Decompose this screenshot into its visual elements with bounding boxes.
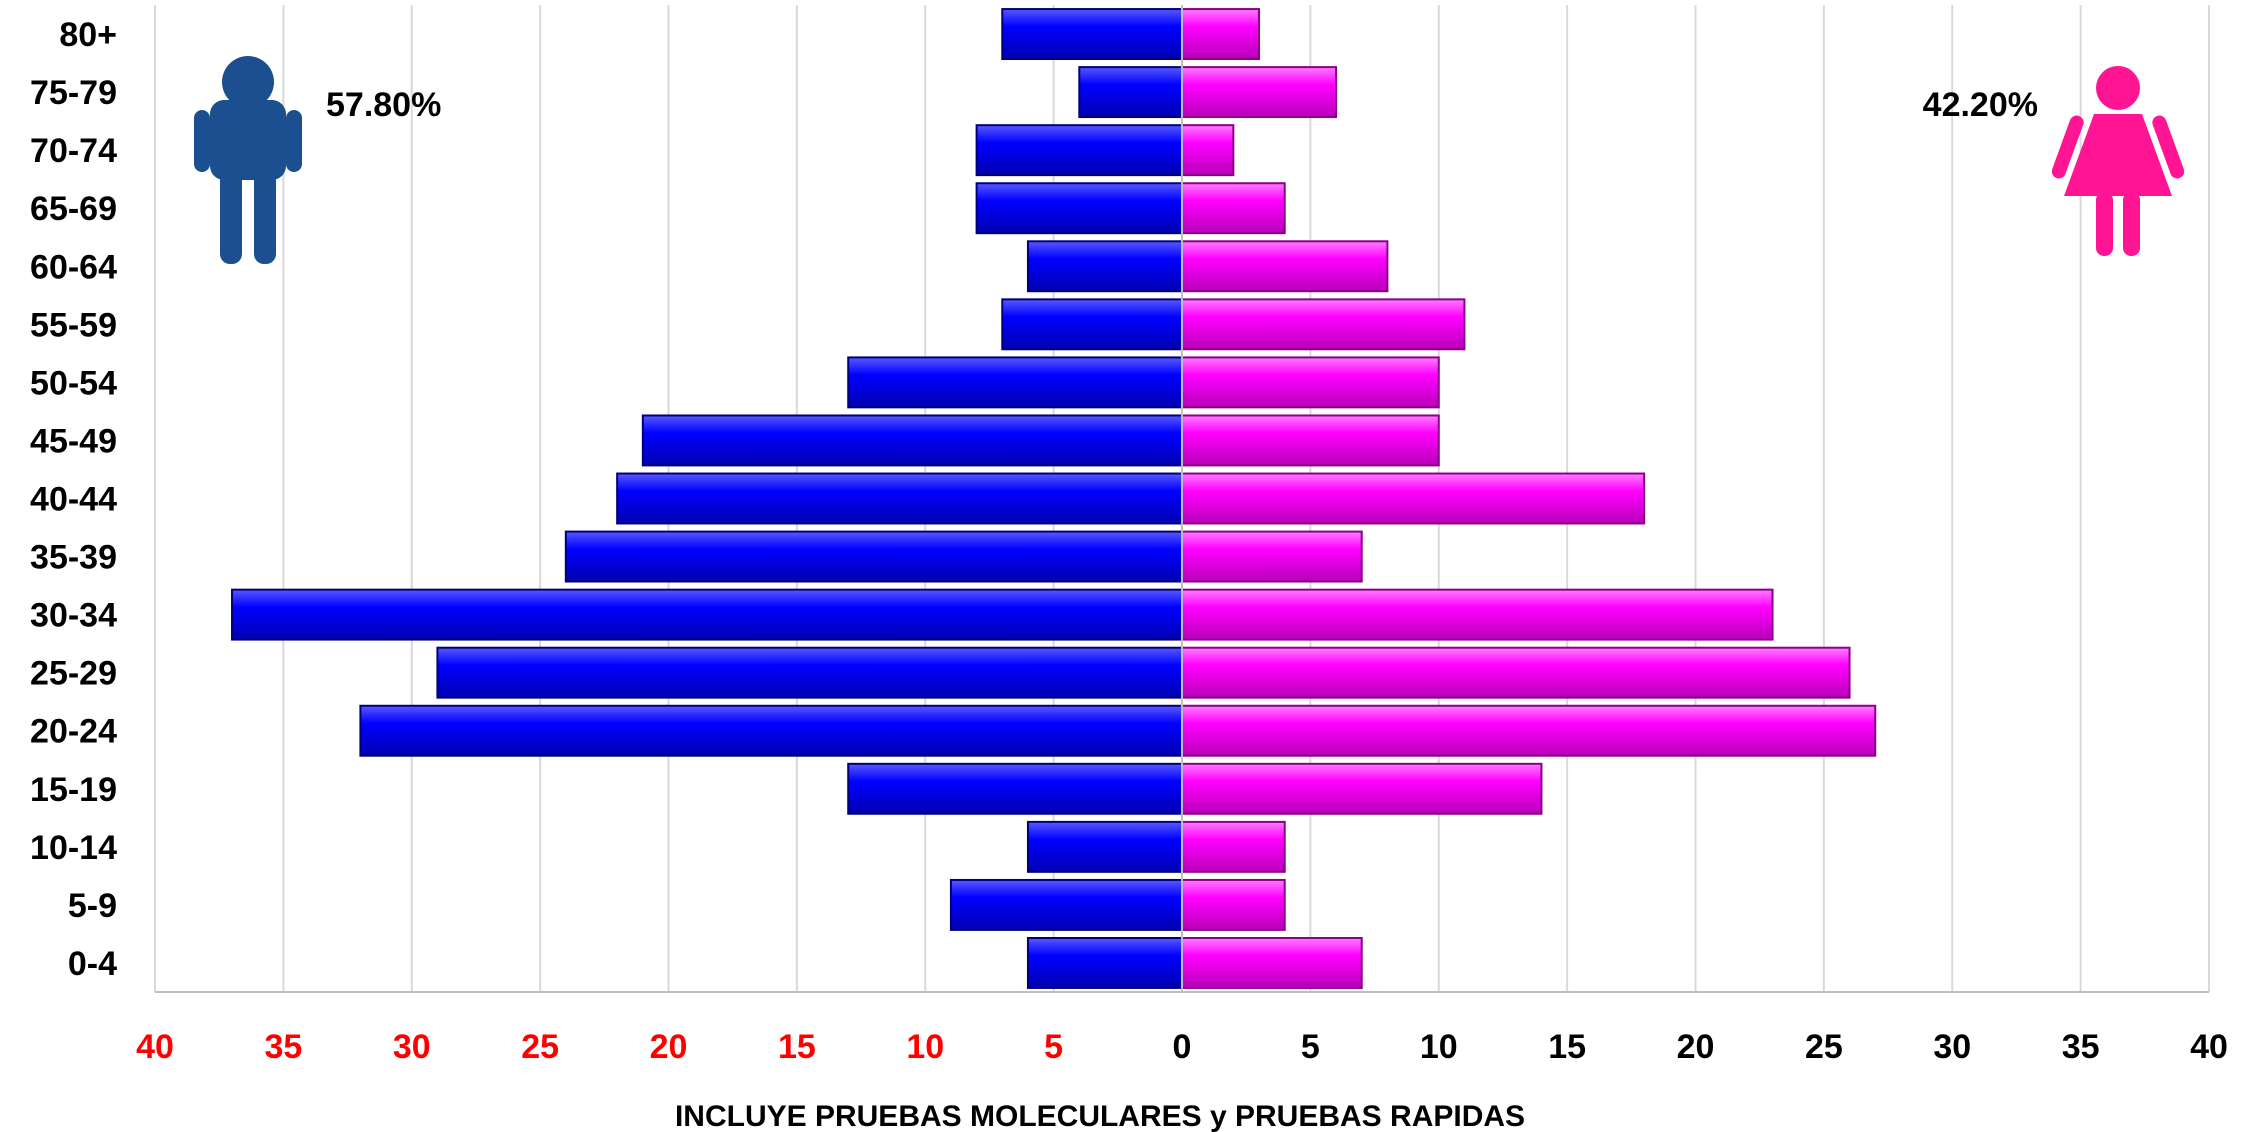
female-icon-right-leg [2123, 192, 2140, 256]
female-bar-0-4 [1181, 937, 1363, 989]
female-bar-70-74 [1181, 124, 1235, 177]
category-label: 40-44 [30, 481, 117, 519]
male-bar-45-49 [641, 414, 1183, 467]
male-bar-30-34 [231, 588, 1183, 641]
male-bar-75-79 [1078, 66, 1184, 119]
male-icon-right-arm [286, 110, 302, 172]
x-tick-label: 25 [521, 1028, 559, 1066]
male-bar-80+ [1001, 8, 1184, 60]
bars [231, 8, 1877, 989]
category-label: 55-59 [30, 306, 117, 344]
category-label: 30-34 [30, 597, 117, 635]
female-bar-15-19 [1181, 762, 1543, 815]
male-bar-60-64 [1026, 240, 1183, 293]
category-label: 70-74 [30, 132, 117, 170]
female-bar-60-64 [1181, 240, 1389, 293]
category-label: 80+ [59, 16, 117, 54]
male-bar-15-19 [847, 762, 1183, 815]
category-label: 20-24 [30, 713, 117, 751]
female-icon-dress [2064, 114, 2172, 196]
male-bar-25-29 [436, 646, 1183, 699]
female-icon-right-arm [2152, 115, 2185, 179]
category-label: 5-9 [68, 887, 117, 925]
male-icon-left-leg [220, 170, 242, 264]
female-icon-head [2096, 66, 2140, 110]
x-tick-label: 25 [1805, 1028, 1843, 1066]
female-bar-40-44 [1181, 472, 1646, 525]
male-person-icon [194, 56, 302, 264]
x-tick-label: 30 [393, 1028, 431, 1066]
male-bar-0-4 [1026, 937, 1183, 989]
female-bar-10-14 [1181, 820, 1286, 873]
female-bar-45-49 [1181, 414, 1440, 467]
x-tick-label: 15 [1548, 1028, 1586, 1066]
male-bar-35-39 [564, 530, 1183, 583]
x-tick-label: 35 [2062, 1028, 2100, 1066]
female-bar-20-24 [1181, 704, 1877, 757]
male-percent-label: 57.80% [326, 86, 441, 124]
female-bar-30-34 [1181, 588, 1774, 641]
x-tick-label: 5 [1044, 1028, 1063, 1066]
category-label: 75-79 [30, 74, 117, 112]
x-tick-label: 10 [906, 1028, 944, 1066]
male-bar-10-14 [1026, 820, 1183, 873]
male-bar-20-24 [359, 704, 1183, 757]
x-tick-label: 30 [1933, 1028, 1971, 1066]
category-label: 60-64 [30, 248, 117, 286]
category-label: 50-54 [30, 364, 117, 402]
x-tick-label: 40 [136, 1028, 174, 1066]
male-bar-55-59 [1001, 298, 1184, 351]
female-bar-50-54 [1181, 356, 1440, 409]
x-tick-label: 20 [650, 1028, 688, 1066]
female-percent-label: 42.20% [1923, 86, 2038, 124]
female-icon-left-arm [2051, 115, 2084, 179]
male-icon-right-leg [254, 170, 276, 264]
female-bar-25-29 [1181, 646, 1851, 699]
category-label: 65-69 [30, 190, 117, 228]
x-tick-label: 5 [1301, 1028, 1320, 1066]
category-label: 0-4 [68, 945, 117, 983]
x-tick-label: 15 [778, 1028, 816, 1066]
male-icon-head [222, 56, 274, 108]
labels: 80+ 75-79 70-74 65-69 60-64 55-59 50-54 45-49 40… [30, 16, 2228, 1066]
female-person-icon [2051, 66, 2185, 256]
female-bar-35-39 [1181, 530, 1363, 583]
category-label: 45-49 [30, 422, 117, 460]
female-bar-65-69 [1181, 182, 1286, 235]
female-bar-55-59 [1181, 298, 1466, 351]
x-tick-label: 35 [264, 1028, 302, 1066]
female-bar-80+ [1181, 8, 1261, 60]
x-tick-label: 40 [2190, 1028, 2228, 1066]
female-bar-5-9 [1181, 878, 1286, 931]
male-bar-40-44 [616, 472, 1183, 525]
x-tick-label: 0 [1173, 1028, 1192, 1066]
x-tick-label: 10 [1420, 1028, 1458, 1066]
category-label: 35-39 [30, 539, 117, 577]
category-label: 25-29 [30, 655, 117, 693]
female-icon-left-leg [2096, 192, 2113, 256]
male-bar-5-9 [949, 878, 1183, 931]
male-icon-left-arm [194, 110, 210, 172]
male-bar-65-69 [975, 182, 1183, 235]
female-bar-75-79 [1181, 66, 1338, 119]
x-axis-title: INCLUYE PRUEBAS MOLECULARES y PRUEBAS RA… [675, 1100, 1525, 1132]
x-tick-label: 20 [1677, 1028, 1715, 1066]
category-label: 10-14 [30, 829, 117, 867]
male-bar-70-74 [975, 124, 1183, 177]
male-bar-50-54 [847, 356, 1183, 409]
category-label: 15-19 [30, 771, 117, 809]
male-icon-body [210, 100, 286, 180]
axes [155, 5, 2209, 993]
